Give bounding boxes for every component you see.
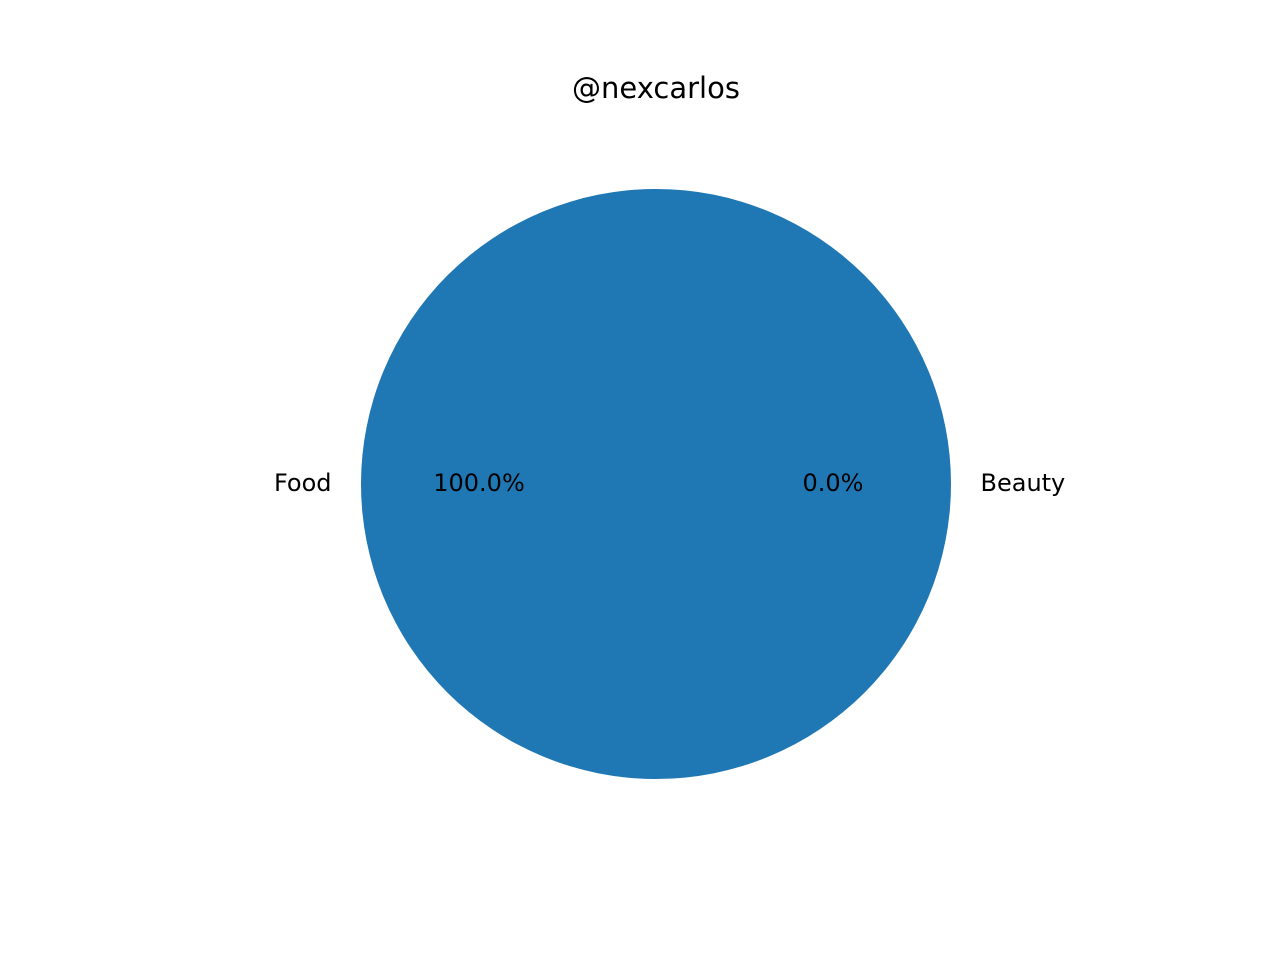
pie-slices [361,189,951,779]
pie-slice-food [361,189,951,779]
pie-labels: Food 100.0% Beauty 0.0% [274,469,1065,497]
slice-label-food: Food [274,469,332,497]
slice-percent-beauty: 0.0% [803,469,864,497]
slice-percent-food: 100.0% [433,469,525,497]
slice-label-beauty: Beauty [981,469,1066,497]
chart-title: @nexcarlos [572,71,740,105]
